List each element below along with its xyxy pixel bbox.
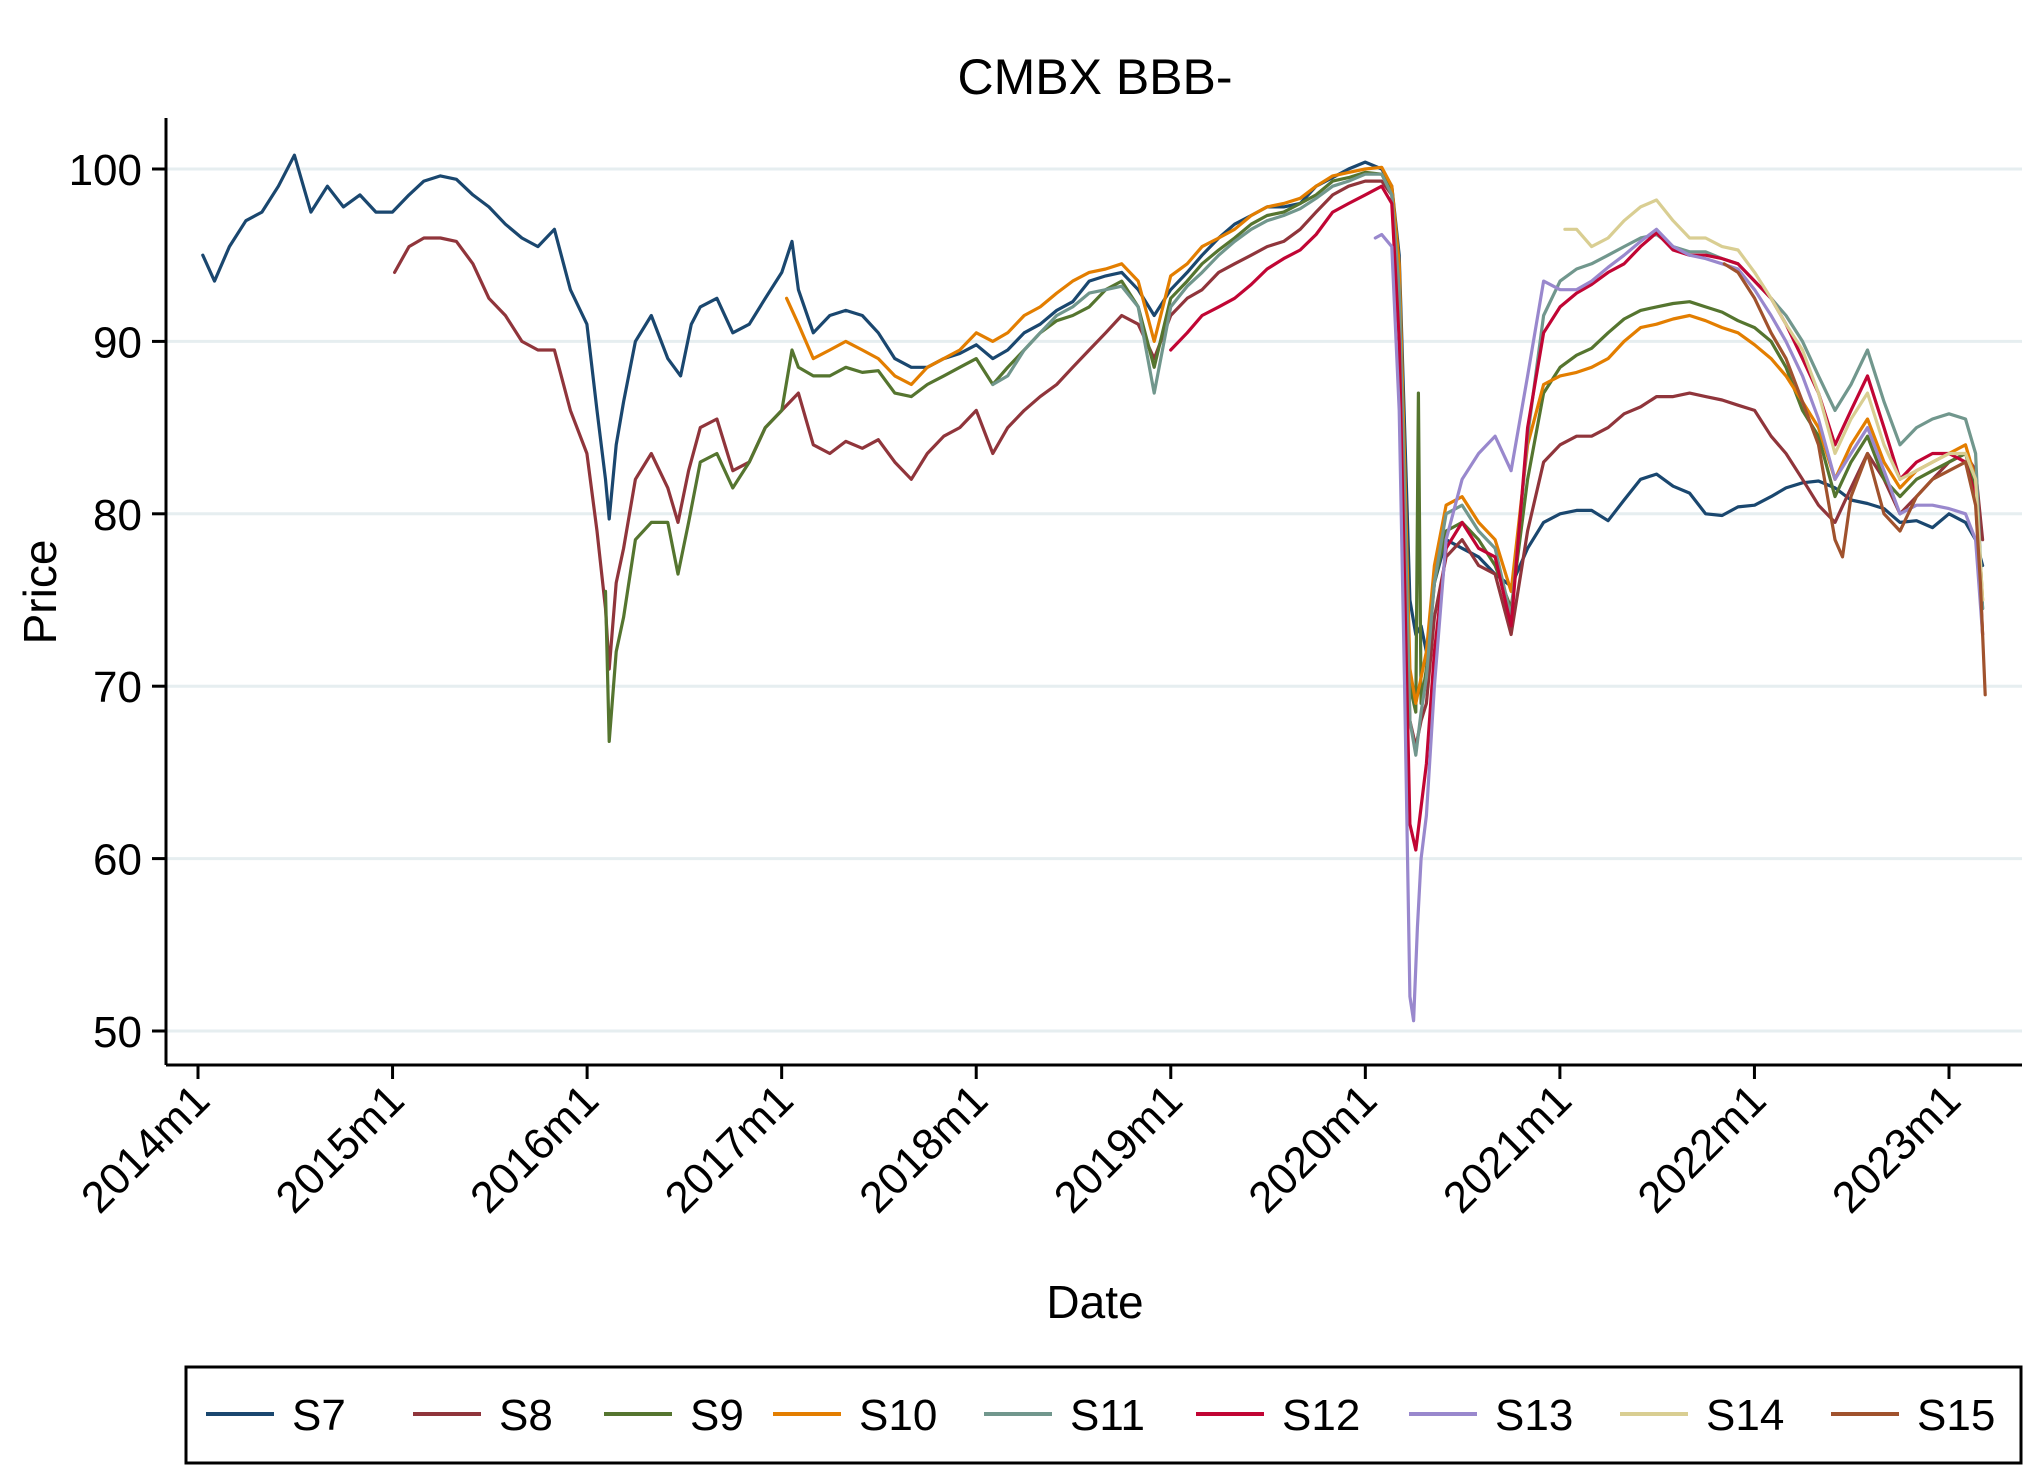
legend-item-s13: S13 <box>1409 1391 1573 1440</box>
legend-label: S13 <box>1495 1391 1573 1440</box>
legend-item-s9: S9 <box>604 1391 744 1440</box>
legend-item-s14: S14 <box>1620 1391 1784 1440</box>
x-tick-label: 2015m1 <box>267 1075 414 1222</box>
y-axis-ticks: 50 60 70 80 90 100 <box>69 146 166 1057</box>
series-line-s14 <box>1563 198 1985 602</box>
y-axis-label: Price <box>14 540 66 645</box>
legend-item-s8: S8 <box>413 1391 553 1440</box>
legend-label: S8 <box>499 1391 553 1440</box>
x-tick-label: 2017m1 <box>656 1075 803 1222</box>
legend-label: S7 <box>292 1391 346 1440</box>
x-tick-label: 2014m1 <box>72 1075 219 1222</box>
legend-label: S9 <box>690 1391 744 1440</box>
series-line-s11 <box>991 172 1985 757</box>
x-tick-label: 2019m1 <box>1045 1075 1192 1222</box>
series-line-s12 <box>1169 184 1985 852</box>
x-tick-label: 2018m1 <box>850 1075 997 1222</box>
x-tick-label: 2016m1 <box>461 1075 608 1222</box>
series-line-s9 <box>603 170 1985 743</box>
legend: S7 S8 S9 S10 S11 S12 S13 S14 S15 <box>184 1365 2023 1465</box>
x-tick-label: 2021m1 <box>1434 1075 1581 1222</box>
y-tick-label: 80 <box>93 491 142 540</box>
series-line-s7 <box>201 153 1985 654</box>
legend-label: S14 <box>1706 1391 1784 1440</box>
legend-box <box>184 1365 2023 1465</box>
x-tick-label: 2020m1 <box>1239 1075 1386 1222</box>
series-line-s8 <box>393 179 1985 749</box>
series-line-s15 <box>1722 262 1987 697</box>
gridlines <box>166 167 2022 1033</box>
y-tick-label: 60 <box>93 836 142 885</box>
y-tick-label: 100 <box>69 146 142 195</box>
legend-label: S15 <box>1917 1391 1995 1440</box>
legend-label: S11 <box>1070 1391 1145 1440</box>
legend-item-s15: S15 <box>1831 1391 1995 1440</box>
y-tick-label: 70 <box>93 663 142 712</box>
legend-label: S12 <box>1282 1391 1360 1440</box>
series-line-s13 <box>1373 227 1985 1023</box>
x-axis-ticks: 2014m1 2015m1 2016m1 2017m1 2018m1 2019m1 2020… <box>72 1065 1970 1223</box>
x-tick-label: 2022m1 <box>1628 1075 1775 1222</box>
legend-item-s10: S10 <box>773 1391 937 1440</box>
series-line-s10 <box>785 165 1985 705</box>
series-lines <box>201 153 1987 1023</box>
x-axis-label: Date <box>1046 1276 1143 1328</box>
y-tick-label: 90 <box>93 318 142 367</box>
legend-item-s11: S11 <box>984 1391 1145 1440</box>
legend-item-s7: S7 <box>206 1391 346 1440</box>
legend-item-s12: S12 <box>1196 1391 1360 1440</box>
x-tick-label: 2023m1 <box>1823 1075 1970 1222</box>
legend-label: S10 <box>859 1391 937 1440</box>
chart-title: CMBX BBB- <box>957 49 1232 105</box>
y-tick-label: 50 <box>93 1008 142 1057</box>
